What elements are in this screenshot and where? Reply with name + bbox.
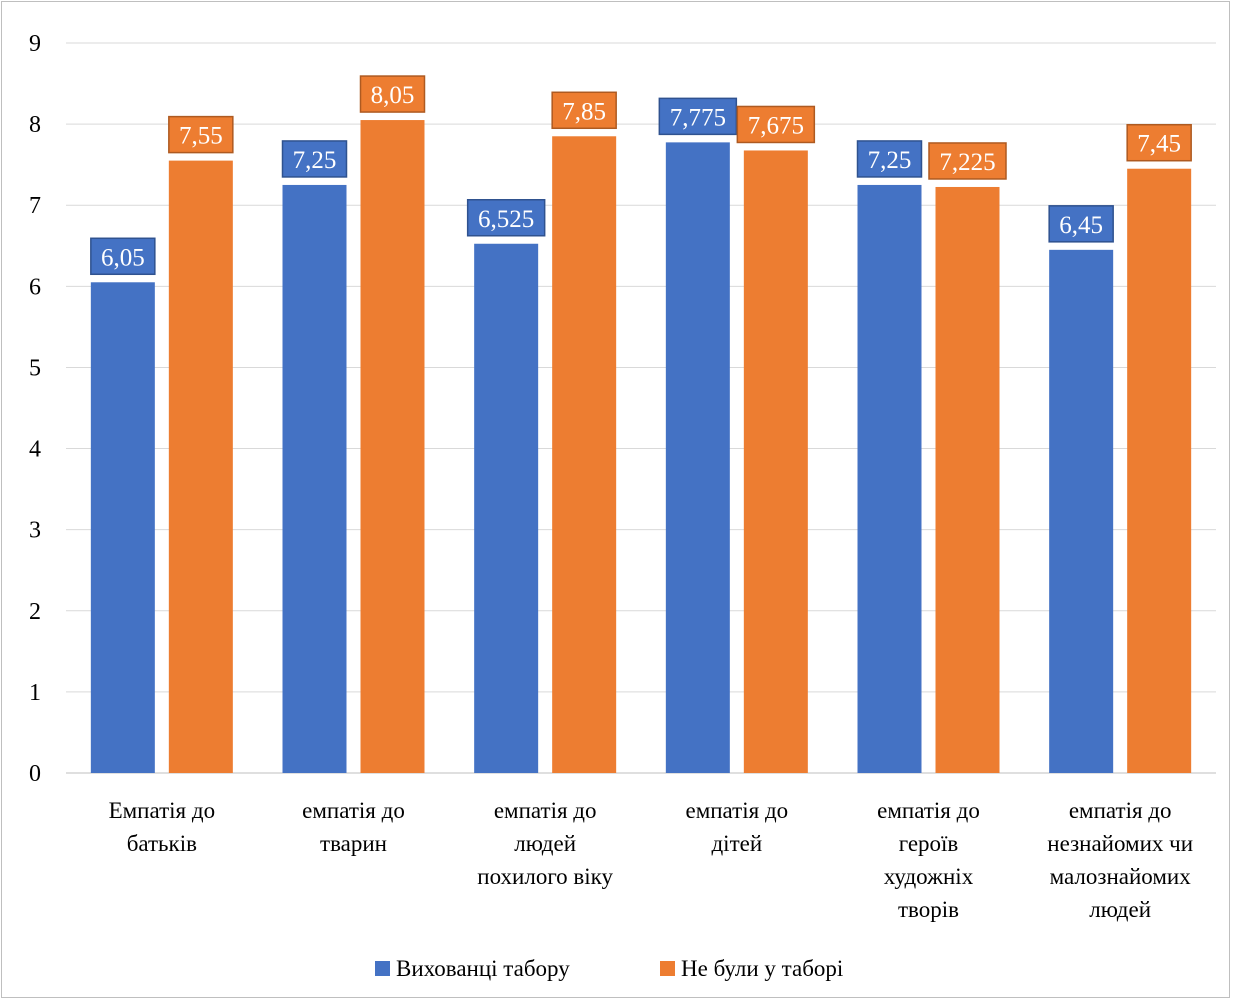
bar bbox=[552, 136, 617, 773]
data-label: 7,775 bbox=[670, 104, 726, 131]
bar bbox=[935, 186, 1000, 773]
data-label-box bbox=[1048, 205, 1114, 243]
data-label: 7,45 bbox=[1137, 131, 1181, 158]
bar bbox=[1127, 168, 1192, 773]
bar bbox=[168, 160, 233, 774]
legend-swatch bbox=[375, 961, 390, 976]
data-label-box bbox=[856, 140, 923, 178]
bar bbox=[282, 184, 347, 773]
category-label: героїв bbox=[899, 831, 959, 856]
data-label: 7,25 bbox=[293, 147, 337, 174]
data-label-box bbox=[736, 105, 816, 144]
data-label: 6,05 bbox=[101, 244, 145, 271]
category-label: малознайомих bbox=[1050, 864, 1192, 889]
y-tick-label: 1 bbox=[29, 680, 41, 706]
data-label: 7,85 bbox=[562, 98, 606, 125]
category-label: дітей bbox=[711, 831, 762, 856]
data-label: 7,225 bbox=[939, 149, 995, 176]
x-axis-categories: Емпатія до батьків емпатія до тварин емпатія… bbox=[109, 798, 1193, 922]
bar bbox=[1049, 249, 1114, 774]
y-tick-label: 7 bbox=[29, 193, 41, 219]
category-label: тварин bbox=[320, 831, 387, 856]
data-label-box bbox=[168, 115, 234, 154]
bar bbox=[360, 120, 425, 774]
bar bbox=[90, 282, 155, 773]
data-label-box bbox=[281, 140, 348, 178]
category-label: емпатія до bbox=[302, 798, 405, 823]
category-label: батьків bbox=[127, 831, 197, 856]
legend: Вихованці табору Не були у таборі bbox=[375, 956, 843, 981]
data-labels: 6,05 7,55 7,25 8,05 6,525 7,85 7,775 7,675 7,25 7… bbox=[90, 75, 1192, 276]
category-label: емпатія до bbox=[685, 798, 788, 823]
legend-label: Не були у таборі bbox=[681, 956, 843, 981]
category-label: емпатія до bbox=[877, 798, 980, 823]
data-label-box bbox=[1126, 123, 1192, 162]
category-label: незнайомих чи bbox=[1047, 831, 1193, 856]
bars bbox=[90, 120, 1192, 774]
data-label-box bbox=[928, 142, 1007, 180]
y-tick-label: 8 bbox=[29, 112, 41, 138]
category-label: емпатія до bbox=[494, 798, 597, 823]
data-label: 6,525 bbox=[478, 206, 534, 233]
category-label: емпатія до bbox=[1069, 798, 1172, 823]
category-label: Емпатія до bbox=[109, 798, 216, 823]
bar bbox=[474, 243, 539, 773]
data-label: 7,675 bbox=[748, 112, 804, 139]
data-label-box bbox=[658, 97, 738, 136]
y-tick-label: 5 bbox=[29, 355, 41, 381]
data-label: 6,45 bbox=[1059, 212, 1103, 239]
y-axis-ticks: 0 1 2 3 4 5 6 7 8 9 bbox=[29, 31, 41, 787]
bar bbox=[743, 150, 808, 773]
legend-label: Вихованці табору bbox=[396, 956, 570, 981]
data-label-box bbox=[90, 237, 156, 276]
y-tick-label: 9 bbox=[29, 31, 41, 57]
y-tick-label: 0 bbox=[29, 761, 41, 787]
data-label-box bbox=[551, 91, 617, 130]
data-label: 8,05 bbox=[371, 82, 415, 109]
data-label-box bbox=[359, 75, 426, 113]
data-label: 7,55 bbox=[179, 123, 223, 150]
gridlines bbox=[66, 42, 1216, 774]
bar bbox=[857, 184, 922, 773]
category-label: людей bbox=[1089, 897, 1151, 922]
category-label: похилого віку bbox=[477, 864, 613, 889]
y-tick-label: 3 bbox=[29, 518, 41, 544]
legend-swatch bbox=[660, 961, 675, 976]
data-label: 7,25 bbox=[868, 147, 912, 174]
y-tick-label: 4 bbox=[29, 437, 41, 463]
category-label: людей bbox=[514, 831, 576, 856]
bar bbox=[665, 142, 730, 774]
y-tick-label: 2 bbox=[29, 599, 41, 625]
y-tick-label: 6 bbox=[29, 274, 41, 300]
category-label: творів bbox=[898, 897, 959, 922]
data-label-box bbox=[466, 199, 546, 237]
category-label: художніх bbox=[884, 864, 974, 889]
